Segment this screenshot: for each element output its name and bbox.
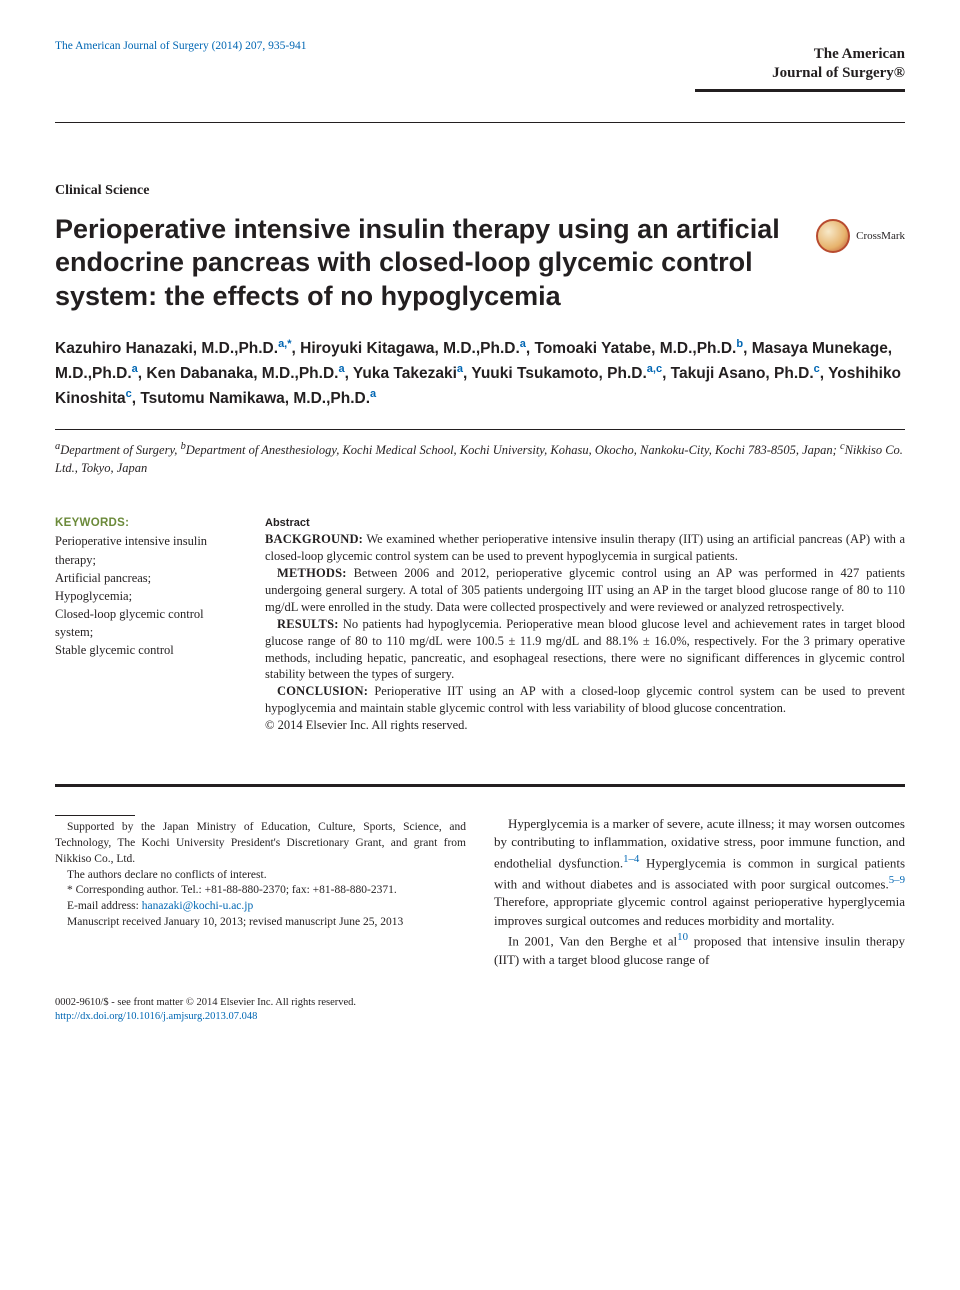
abstract-methods: METHODS: Between 2006 and 2012, perioper… [265, 565, 905, 616]
body-paragraph-2: In 2001, Van den Berghe et al10 proposed… [494, 930, 905, 969]
abstract-background: BACKGROUND: We examined whether perioper… [265, 531, 905, 565]
journal-title-underline [695, 89, 905, 92]
email-link[interactable]: hanazaki@kochi-u.ac.jp [142, 900, 254, 912]
footnote-funding: Supported by the Japan Ministry of Educa… [55, 820, 466, 868]
affiliations: aDepartment of Surgery, bDepartment of A… [55, 440, 905, 477]
header-rule [55, 122, 905, 123]
keywords-heading: KEYWORDS: [55, 517, 235, 529]
abstract-heading: Abstract [265, 517, 905, 529]
keywords-list: Perioperative intensive insulin therapy;… [55, 532, 235, 659]
right-body-column: Hyperglycemia is a marker of severe, acu… [494, 815, 905, 970]
mid-rule [55, 784, 905, 787]
body-paragraph-1: Hyperglycemia is a marker of severe, acu… [494, 815, 905, 930]
crossmark-badge[interactable]: CrossMark [816, 219, 905, 253]
crossmark-label: CrossMark [856, 230, 905, 242]
issn-line: 0002-9610/$ - see front matter © 2014 El… [55, 996, 905, 1010]
footnote-coi: The authors declare no conflicts of inte… [55, 868, 466, 884]
abstract-conclusion: CONCLUSION: Perioperative IIT using an A… [265, 683, 905, 717]
page-footer: 0002-9610/$ - see front matter © 2014 El… [55, 996, 905, 1024]
article-title: Perioperative intensive insulin therapy … [55, 213, 798, 314]
crossmark-icon [816, 219, 850, 253]
footnote-corresponding: * Corresponding author. Tel.: +81-88-880… [55, 883, 466, 899]
footnotes: Supported by the Japan Ministry of Educa… [55, 815, 466, 931]
abstract-copyright: © 2014 Elsevier Inc. All rights reserved… [265, 717, 905, 734]
footnote-rule [55, 815, 135, 816]
doi-link[interactable]: http://dx.doi.org/10.1016/j.amjsurg.2013… [55, 1011, 257, 1022]
journal-title-line2: Journal of Surgery® [55, 64, 905, 83]
left-body-column: Supported by the Japan Ministry of Educa… [55, 815, 466, 970]
abstract-results: RESULTS: No patients had hypoglycemia. P… [265, 616, 905, 684]
footnote-email: E-mail address: hanazaki@kochi-u.ac.jp [55, 899, 466, 915]
affiliation-rule [55, 429, 905, 430]
keywords-column: KEYWORDS: Perioperative intensive insuli… [55, 517, 235, 734]
footnote-received: Manuscript received January 10, 2013; re… [55, 915, 466, 931]
abstract-column: Abstract BACKGROUND: We examined whether… [265, 517, 905, 734]
author-list: Kazuhiro Hanazaki, M.D.,Ph.D.a,*, Hiroyu… [55, 336, 905, 412]
article-section-label: Clinical Science [55, 183, 905, 199]
